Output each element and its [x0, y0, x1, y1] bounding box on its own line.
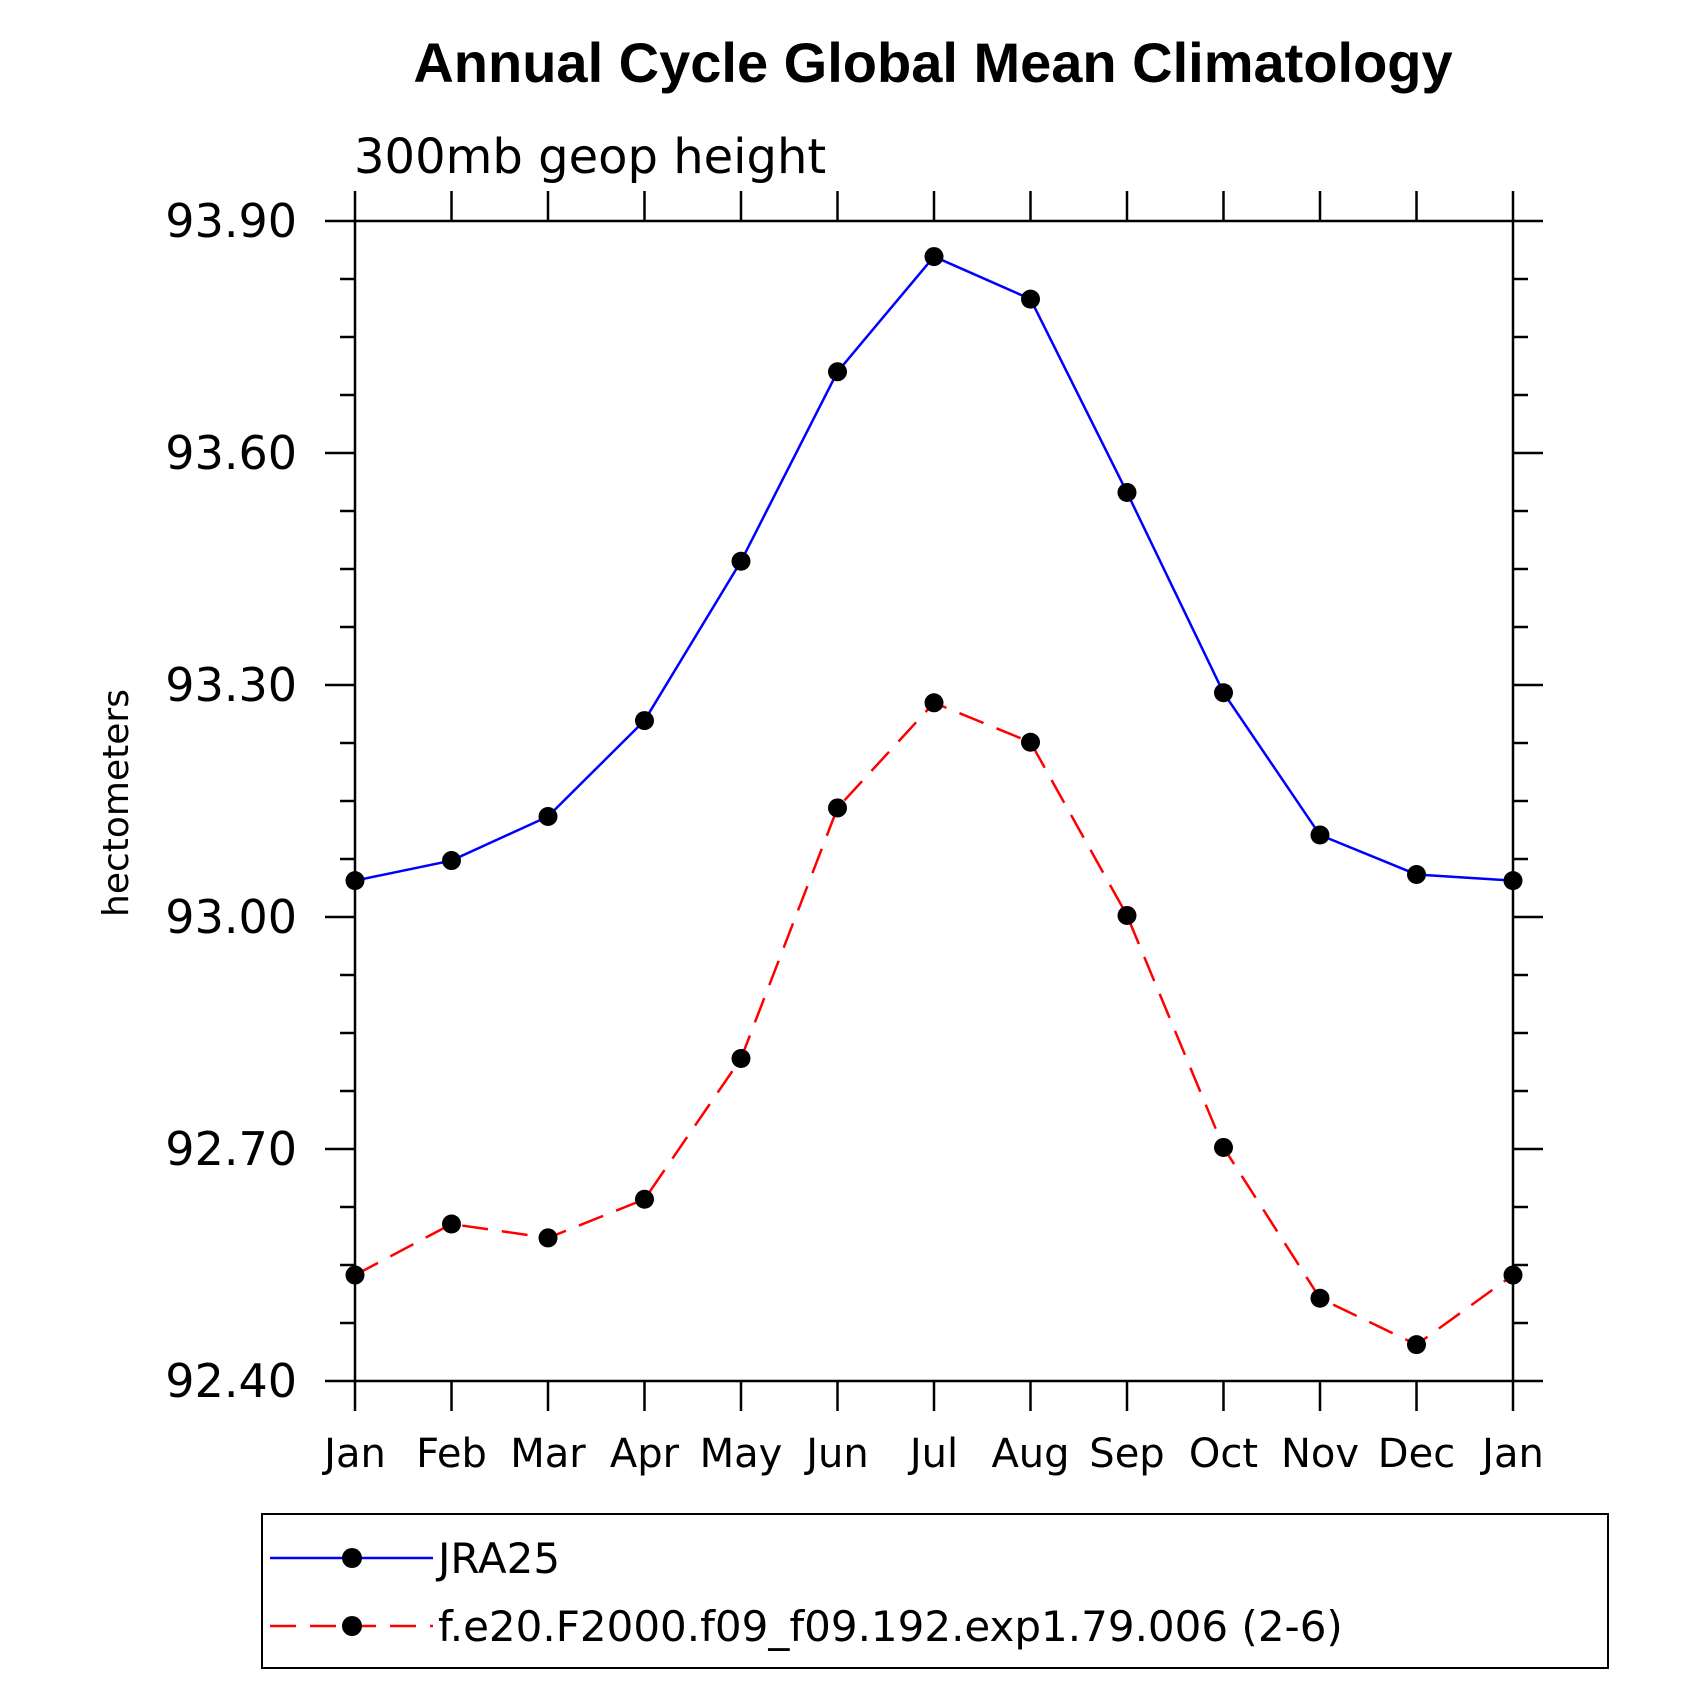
- y-tick-label: 93.00: [165, 890, 297, 944]
- data-point: [731, 551, 751, 571]
- y-tick-label: 93.60: [165, 426, 297, 480]
- plot-frame: [353, 219, 1515, 1383]
- legend-label: JRA25: [435, 1534, 560, 1583]
- data-point: [924, 247, 944, 267]
- x-tick-label: Aug: [991, 1431, 1069, 1477]
- x-tick-label: Feb: [416, 1431, 487, 1477]
- data-point: [345, 1265, 365, 1285]
- legend-label: f.e20.F2000.f09_f09.192.exp1.79.006 (2-6…: [438, 1602, 1343, 1651]
- data-point: [1021, 732, 1040, 752]
- y-tick-labels: 93.90 93.60 93.30 93.00 92.70 92.40: [165, 194, 297, 1408]
- legend-marker: [342, 1548, 362, 1568]
- x-tick-label: Nov: [1281, 1431, 1359, 1477]
- data-point: [924, 693, 944, 713]
- legend: JRA25 f.e20.F2000.f09_f09.192.exp1.79.006…: [261, 1513, 1609, 1669]
- y-tick-label: 93.30: [165, 658, 297, 712]
- chart-title: Annual Cycle Global Mean Climatology: [413, 31, 1452, 94]
- x-tick-label: Oct: [1189, 1431, 1258, 1477]
- axes: [325, 191, 1543, 1411]
- data-point: [538, 806, 558, 826]
- x-tick-label: May: [700, 1431, 783, 1477]
- plot-series: [345, 247, 1523, 1355]
- data-point: [828, 362, 847, 382]
- y-axis-label: hectometers: [96, 689, 137, 917]
- series-line: [354, 255, 1514, 882]
- x-tick-label: Jan: [321, 1431, 386, 1477]
- y-tick-label: 92.40: [165, 1354, 297, 1408]
- data-point: [1503, 871, 1523, 891]
- x-tick-label: Mar: [510, 1431, 586, 1477]
- data-point: [538, 1228, 558, 1248]
- data-point: [1117, 905, 1137, 925]
- data-point: [1407, 1335, 1426, 1355]
- data-point: [1117, 482, 1137, 502]
- data-point: [1214, 683, 1233, 703]
- data-point: [635, 711, 654, 731]
- data-point: [1214, 1137, 1233, 1157]
- legend-box: [261, 1513, 1609, 1669]
- data-point: [731, 1049, 751, 1069]
- y-tick-label: 93.90: [165, 194, 297, 248]
- data-point: [1407, 864, 1426, 884]
- legend-marker: [342, 1616, 362, 1636]
- chart-subtitle: 300mb geop height: [354, 129, 826, 185]
- x-tick-label: Sep: [1089, 1431, 1164, 1477]
- data-point: [442, 1214, 461, 1234]
- data-point: [635, 1189, 654, 1209]
- x-tick-labels: Jan Feb Mar Apr May Jun Jul Aug Sep Oct Nov Dec Jan: [321, 1431, 1544, 1477]
- data-point: [1310, 1288, 1330, 1308]
- series-line: [354, 701, 1514, 1347]
- data-point: [1310, 825, 1330, 845]
- x-tick-label: Dec: [1378, 1431, 1455, 1477]
- data-point: [345, 871, 365, 891]
- data-point: [1503, 1265, 1523, 1285]
- data-point: [1021, 289, 1040, 309]
- data-point: [828, 798, 847, 818]
- x-tick-label: Jan: [1479, 1431, 1544, 1477]
- y-tick-label: 92.70: [165, 1122, 297, 1176]
- x-tick-label: Jun: [803, 1431, 869, 1477]
- x-tick-label: Apr: [610, 1431, 680, 1477]
- data-point: [442, 851, 461, 871]
- x-tick-label: Jul: [907, 1431, 958, 1477]
